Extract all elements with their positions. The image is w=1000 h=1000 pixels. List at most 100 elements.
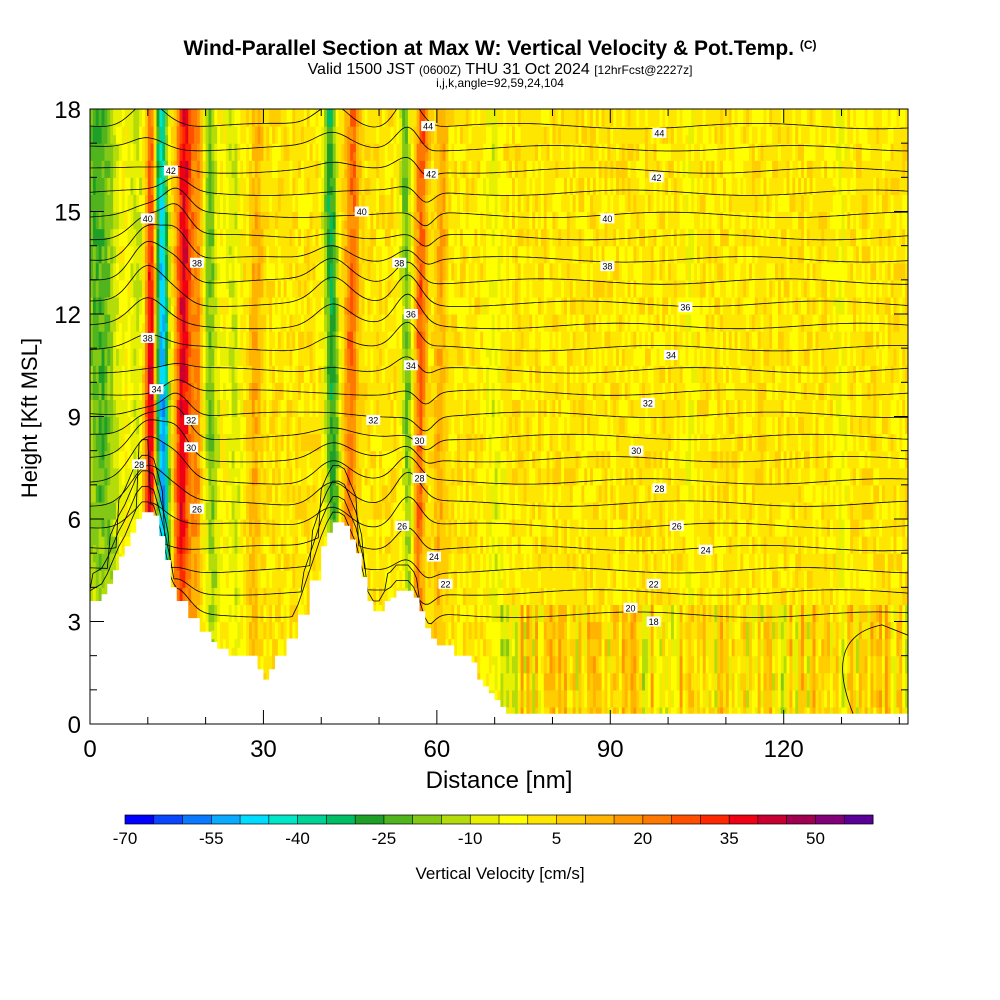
- contour-label-bg: [184, 442, 199, 453]
- colorbar-swatch: [297, 815, 327, 824]
- theta-contour: [842, 624, 908, 714]
- x-tick-label: 120: [764, 736, 804, 763]
- contour-label-bg: [403, 309, 418, 319]
- contour-label: 42: [652, 173, 662, 183]
- theta-contour: [90, 264, 908, 307]
- terrain: [90, 512, 908, 724]
- x-tick-label: 90: [597, 736, 624, 763]
- colorbar-swatch: [642, 815, 673, 824]
- theta-contour: [90, 465, 908, 507]
- colorbar-swatch: [383, 815, 414, 824]
- colorbar-swatch: [815, 815, 845, 824]
- contour-label: 20: [626, 603, 636, 613]
- colorbar-swatch: [182, 815, 212, 824]
- colorbar-swatch: [556, 815, 586, 824]
- contour-label: 38: [192, 258, 202, 268]
- contour-label: 40: [143, 214, 153, 224]
- colorbar-swatch: [153, 815, 184, 824]
- contour-label-bg: [366, 414, 381, 425]
- contour-label-bg: [600, 213, 615, 224]
- contour-label-bg: [646, 616, 661, 627]
- contour-label: 44: [654, 128, 664, 138]
- y-tick-label: 6: [68, 507, 81, 534]
- theta-contour: [90, 203, 908, 247]
- contour-label: 38: [602, 262, 612, 272]
- contour-label: 26: [397, 521, 407, 531]
- colorbar-swatch: [844, 815, 874, 824]
- theta-contour: [90, 224, 908, 265]
- contour-label: 28: [654, 484, 664, 494]
- contour-label-bg: [623, 602, 638, 613]
- colorbar-tick-label: -25: [372, 829, 397, 848]
- colorbar-swatch: [729, 815, 759, 824]
- contour-label: 36: [680, 303, 690, 313]
- colorbar: -70 -55 -40 -25 -10 5 20 35 50: [113, 814, 874, 848]
- theta-contour: [90, 392, 908, 432]
- contour-label-bg: [354, 206, 369, 217]
- theta-contour: [90, 436, 908, 485]
- theta-contour: [90, 419, 908, 464]
- contour-label: 28: [134, 460, 144, 470]
- contour-label: 24: [429, 552, 439, 562]
- theta-contour: [90, 126, 908, 152]
- contour-label: 30: [415, 436, 425, 446]
- contour-label-bg: [403, 360, 418, 371]
- x-axis-label: Distance [nm]: [0, 767, 1000, 795]
- colorbar-swatch: [671, 815, 701, 824]
- contour-label-bg: [184, 414, 199, 425]
- y-axis-label: Height [Kft MSL]: [17, 338, 43, 498]
- colorbar-swatch: [326, 815, 356, 824]
- colorbar-swatch: [757, 815, 788, 824]
- contour-label: 40: [602, 214, 612, 224]
- contour-label-bg: [189, 257, 204, 268]
- y-tick-label: 3: [68, 610, 81, 637]
- theta-contour: [90, 405, 908, 451]
- colorbar-swatch: [786, 815, 816, 824]
- colorbar-swatch: [412, 815, 442, 824]
- theta-contour: [90, 68, 908, 107]
- contour-label-bg: [421, 121, 436, 132]
- x-tick-label: 0: [83, 736, 96, 763]
- contour-label-bg: [132, 459, 147, 470]
- y-tick-label: 0: [68, 712, 81, 739]
- contour-label-bg: [426, 551, 441, 562]
- contour-label-bg: [663, 350, 678, 360]
- contour-label-bg: [640, 397, 655, 408]
- contour-label-bg: [395, 520, 410, 531]
- contour-label: 32: [186, 415, 196, 425]
- potential-temperature-contours: [90, 68, 908, 714]
- x-tick-label: 60: [424, 736, 451, 763]
- colorbar-tick-label: -10: [458, 829, 483, 848]
- contour-label: 36: [406, 310, 416, 320]
- colorbar-swatch: [211, 815, 241, 824]
- theta-contour: [90, 241, 908, 285]
- chart-subtitle: Valid 1500 JST (0600Z) THU 31 Oct 2024 […: [0, 61, 1000, 79]
- contour-label-bg: [392, 257, 407, 268]
- contour-label-bg: [412, 435, 427, 446]
- contour-label-bg: [698, 544, 713, 555]
- contour-label-bg: [646, 578, 661, 589]
- contour-label-bg: [649, 172, 664, 183]
- colorbar-swatch: [614, 815, 644, 824]
- colorbar-tick-label: -70: [113, 829, 138, 848]
- chart-title: Wind-Parallel Section at Max W: Vertical…: [0, 37, 1000, 61]
- colorbar-tick-label: 35: [720, 829, 739, 848]
- contour-label-bg: [600, 261, 615, 272]
- contour-label-bg: [652, 127, 667, 138]
- contour-label: 28: [415, 474, 425, 484]
- chart-params: i,j,k,angle=92,59,24,104: [0, 76, 1000, 90]
- y-tick-label: 15: [54, 200, 81, 227]
- contour-label: 40: [357, 207, 367, 217]
- contour-label: 42: [426, 169, 436, 179]
- colorbar-tick-label: -40: [285, 829, 310, 848]
- theta-contour: [90, 321, 908, 352]
- contour-label-bg: [140, 332, 155, 343]
- theta-contour: [90, 454, 908, 552]
- contour-label: 30: [186, 443, 196, 453]
- vertical-velocity-field: [90, 109, 908, 724]
- contour-label: 42: [166, 166, 176, 176]
- colorbar-swatch: [441, 815, 471, 824]
- contour-label: 34: [406, 361, 416, 371]
- terrain-mask: [90, 512, 908, 724]
